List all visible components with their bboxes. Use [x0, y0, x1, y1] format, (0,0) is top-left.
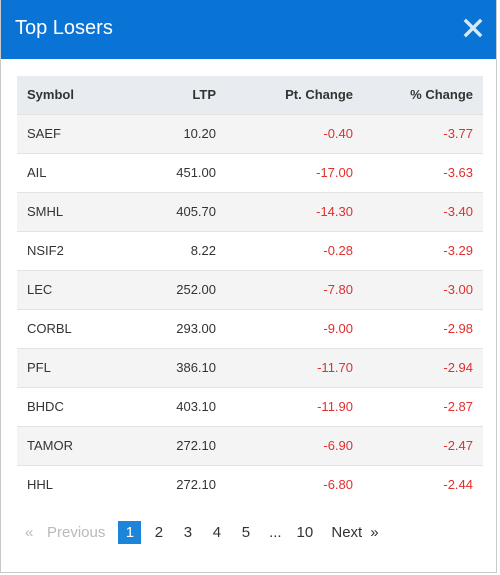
- modal-title: Top Losers: [15, 17, 113, 39]
- cell-ltp: 405.70: [176, 204, 216, 219]
- cell-pt-change: -11.70: [317, 360, 353, 375]
- cell-ltp: 403.10: [176, 399, 216, 414]
- cell-symbol[interactable]: SMHL: [27, 204, 64, 219]
- pagination-next-arrow[interactable]: »: [370, 523, 379, 541]
- cell-symbol[interactable]: SAEF: [27, 126, 61, 141]
- cell-ltp: 272.10: [176, 438, 216, 453]
- cell-symbol[interactable]: AIL: [27, 165, 47, 180]
- table-row[interactable]: CORBL 293.00 -9.00 -2.98: [17, 309, 483, 348]
- column-header-ltp[interactable]: LTP: [192, 87, 216, 103]
- pagination: « Previous 1 2 3 4 5 ... 10 Next »: [17, 520, 379, 544]
- column-header-pt-change[interactable]: Pt. Change: [285, 87, 353, 103]
- modal-header: Top Losers: [1, 0, 496, 59]
- table-row[interactable]: HHL 272.10 -6.80 -2.44: [17, 465, 483, 504]
- cell-pct-change: -3.63: [443, 165, 473, 180]
- table-header-row: Symbol LTP Pt. Change % Change: [17, 76, 483, 114]
- pagination-page-3[interactable]: 3: [183, 523, 193, 541]
- pagination-next-button[interactable]: Next: [331, 523, 363, 541]
- cell-pct-change: -3.40: [443, 204, 473, 219]
- pagination-page-4[interactable]: 4: [212, 523, 222, 541]
- table-row[interactable]: SAEF 10.20 -0.40 -3.77: [17, 114, 483, 153]
- pagination-page-10[interactable]: 10: [296, 523, 314, 541]
- column-header-symbol[interactable]: Symbol: [27, 87, 74, 103]
- cell-pt-change: -11.90: [317, 399, 353, 414]
- table-row[interactable]: AIL 451.00 -17.00 -3.63: [17, 153, 483, 192]
- cell-pt-change: -14.30: [316, 204, 353, 219]
- cell-pt-change: -7.80: [323, 282, 353, 297]
- cell-pt-change: -17.00: [316, 165, 353, 180]
- cell-pct-change: -3.77: [443, 126, 473, 141]
- pagination-page-5[interactable]: 5: [241, 523, 251, 541]
- cell-ltp: 10.20: [183, 126, 216, 141]
- close-icon[interactable]: [463, 18, 483, 38]
- table-row[interactable]: NSIF2 8.22 -0.28 -3.29: [17, 231, 483, 270]
- losers-table-container: Symbol LTP Pt. Change % Change SAEF 10.20…: [17, 76, 483, 504]
- pagination-page-1[interactable]: 1: [118, 520, 142, 544]
- cell-symbol[interactable]: PFL: [27, 360, 51, 375]
- pagination-ellipsis: ...: [269, 523, 282, 541]
- cell-pct-change: -2.94: [443, 360, 473, 375]
- cell-pct-change: -2.44: [443, 477, 473, 493]
- cell-symbol[interactable]: NSIF2: [27, 243, 64, 258]
- cell-pct-change: -2.87: [443, 399, 473, 414]
- pagination-previous-button[interactable]: Previous: [47, 523, 106, 541]
- table-row[interactable]: PFL 386.10 -11.70 -2.94: [17, 348, 483, 387]
- cell-ltp: 252.00: [176, 282, 216, 297]
- cell-pt-change: -9.00: [323, 321, 353, 336]
- cell-pt-change: -0.28: [323, 243, 353, 258]
- cell-ltp: 451.00: [176, 165, 216, 180]
- cell-symbol[interactable]: HHL: [27, 477, 54, 493]
- cell-pct-change: -2.47: [443, 438, 473, 453]
- pagination-prev-arrow[interactable]: «: [25, 523, 34, 541]
- cell-pt-change: -6.90: [323, 438, 353, 453]
- cell-pct-change: -2.98: [443, 321, 473, 336]
- cell-ltp: 386.10: [176, 360, 216, 375]
- losers-table: Symbol LTP Pt. Change % Change SAEF 10.20…: [17, 76, 483, 504]
- cell-symbol[interactable]: LEC: [27, 282, 53, 297]
- column-header-pct-change[interactable]: % Change: [410, 87, 473, 103]
- cell-pct-change: -3.00: [443, 282, 473, 297]
- cell-symbol[interactable]: CORBL: [27, 321, 72, 336]
- cell-symbol[interactable]: TAMOR: [27, 438, 73, 453]
- pagination-page-2[interactable]: 2: [154, 523, 164, 541]
- table-row[interactable]: SMHL 405.70 -14.30 -3.40: [17, 192, 483, 231]
- cell-pt-change: -6.80: [323, 477, 353, 493]
- table-row[interactable]: TAMOR 272.10 -6.90 -2.47: [17, 426, 483, 465]
- table-row[interactable]: BHDC 403.10 -11.90 -2.87: [17, 387, 483, 426]
- close-icon-graphic: [463, 18, 483, 38]
- cell-ltp: 8.22: [190, 243, 216, 258]
- cell-symbol[interactable]: BHDC: [27, 399, 64, 414]
- table-row[interactable]: LEC 252.00 -7.80 -3.00: [17, 270, 483, 309]
- cell-ltp: 293.00: [176, 321, 216, 336]
- cell-pt-change: -0.40: [323, 126, 353, 141]
- cell-pct-change: -3.29: [443, 243, 473, 258]
- cell-ltp: 272.10: [176, 477, 216, 493]
